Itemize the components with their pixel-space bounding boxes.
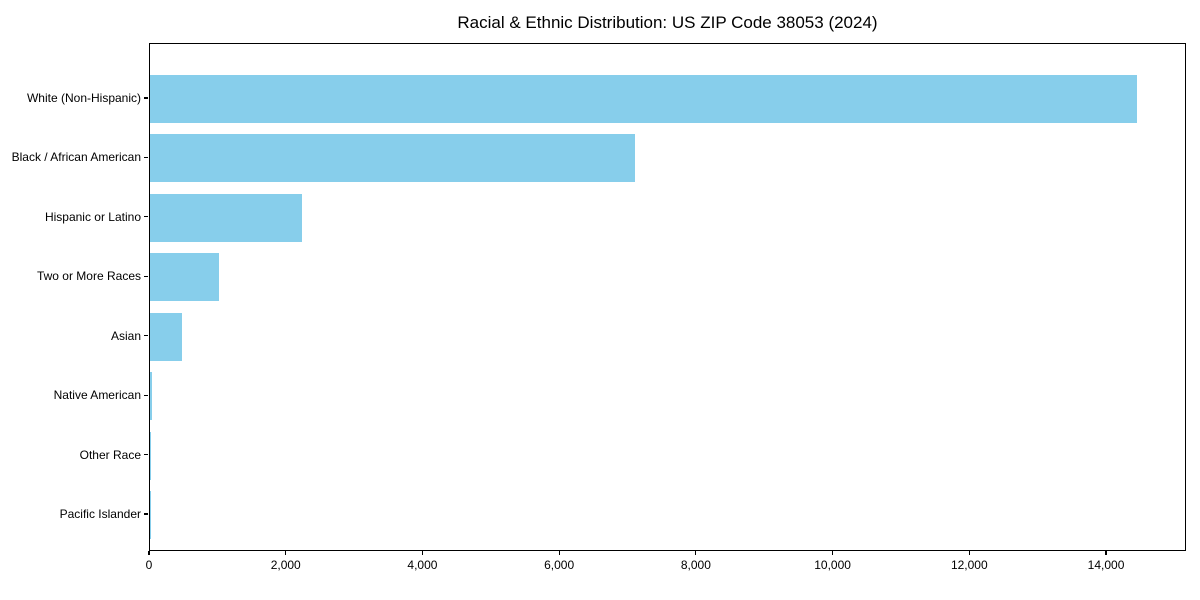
y-tick-mark bbox=[144, 394, 148, 396]
y-tick-label: White (Non-Hispanic) bbox=[26, 91, 141, 105]
x-tick-label: 10,000 bbox=[814, 558, 851, 572]
x-tick-mark bbox=[1105, 551, 1107, 555]
y-tick-mark bbox=[144, 97, 148, 99]
y-tick-label: Hispanic or Latino bbox=[44, 209, 141, 224]
y-tick-mark bbox=[144, 216, 148, 218]
x-tick-mark bbox=[285, 551, 287, 555]
y-tick-label: Asian bbox=[110, 328, 141, 343]
bar-asian bbox=[150, 312, 183, 361]
x-tick-label: 4,000 bbox=[407, 558, 438, 572]
y-tick-mark bbox=[144, 513, 148, 515]
x-tick-label: 8,000 bbox=[680, 558, 711, 572]
bar-black-african-american bbox=[150, 134, 636, 183]
y-tick-label: Two or More Races bbox=[36, 269, 141, 284]
x-tick-label: 6,000 bbox=[544, 558, 575, 572]
bar-white-non-hispanic bbox=[150, 75, 1138, 123]
bar-two-or-more-races bbox=[150, 253, 220, 302]
y-tick-label: Other Race bbox=[79, 447, 141, 462]
x-tick-label: 2,000 bbox=[270, 558, 301, 572]
x-tick-mark bbox=[558, 551, 560, 555]
x-tick-mark bbox=[695, 551, 697, 555]
x-tick-mark bbox=[421, 551, 424, 555]
bar-native-american bbox=[150, 372, 152, 421]
y-tick-label: Black / African American bbox=[11, 150, 141, 165]
x-tick-label: 14,000 bbox=[1087, 558, 1125, 572]
y-tick-mark bbox=[144, 275, 148, 277]
plot-area bbox=[149, 43, 1186, 551]
y-tick-label: Pacific Islander bbox=[59, 507, 141, 521]
y-tick-mark bbox=[144, 335, 148, 337]
x-tick-mark bbox=[831, 551, 834, 555]
chart-title: Racial & Ethnic Distribution: US ZIP Cod… bbox=[457, 13, 878, 32]
x-tick-label: 12,000 bbox=[950, 558, 988, 572]
x-tick-mark bbox=[968, 551, 970, 555]
x-tick-mark bbox=[148, 551, 150, 555]
y-tick-label: Native American bbox=[53, 388, 141, 403]
x-tick-label: 0 bbox=[145, 558, 153, 572]
bar-hispanic-or-latino bbox=[150, 193, 302, 242]
y-tick-mark bbox=[144, 453, 148, 456]
y-tick-mark bbox=[144, 156, 148, 159]
bar-other-race bbox=[150, 431, 151, 480]
